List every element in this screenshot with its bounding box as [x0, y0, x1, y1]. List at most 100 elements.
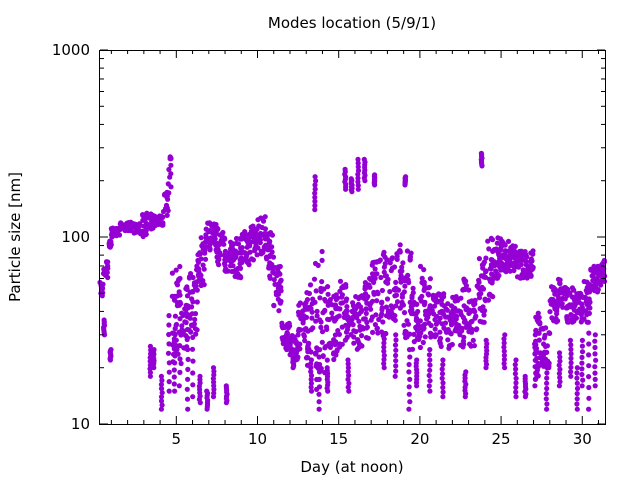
- chart-title: Modes location (5/9/1): [268, 14, 436, 32]
- data-point: [334, 348, 340, 354]
- data-point: [586, 374, 592, 380]
- data-point: [190, 382, 196, 388]
- data-point: [501, 344, 507, 350]
- data-point: [431, 332, 438, 338]
- data-point: [427, 357, 433, 363]
- data-point: [381, 340, 387, 346]
- data-point: [369, 271, 376, 277]
- data-point: [419, 275, 425, 281]
- data-point: [312, 203, 318, 209]
- data-point: [554, 311, 560, 317]
- data-point: [393, 337, 399, 343]
- data-point: [216, 262, 222, 268]
- data-point: [312, 174, 318, 180]
- data-point: [251, 239, 257, 245]
- data-point: [202, 256, 209, 262]
- data-point: [353, 294, 359, 300]
- data-point: [201, 266, 207, 272]
- data-point: [591, 263, 597, 269]
- data-point: [579, 317, 586, 323]
- data-point: [505, 238, 512, 244]
- data-point: [356, 318, 362, 324]
- data-point: [378, 313, 384, 319]
- data-point: [381, 264, 387, 270]
- data-point: [489, 280, 495, 286]
- data-point: [235, 241, 242, 247]
- data-point: [158, 219, 164, 226]
- data-point: [302, 338, 308, 344]
- data-point: [374, 326, 380, 332]
- data-point: [555, 276, 562, 282]
- data-point: [128, 225, 134, 231]
- data-point: [324, 365, 330, 371]
- data-point: [355, 175, 361, 181]
- data-point: [107, 243, 113, 249]
- data-point: [317, 295, 323, 301]
- data-point: [424, 316, 430, 322]
- data-point: [355, 186, 361, 192]
- data-point: [417, 325, 423, 331]
- data-point: [573, 300, 580, 306]
- data-point: [445, 301, 451, 307]
- data-point: [391, 264, 398, 270]
- data-point: [284, 346, 290, 353]
- data-point: [427, 362, 433, 368]
- data-point: [197, 373, 203, 379]
- data-point: [420, 339, 426, 346]
- data-point: [556, 362, 562, 368]
- data-point: [173, 322, 179, 328]
- data-point: [527, 259, 534, 265]
- data-point: [185, 356, 191, 362]
- data-point: [345, 314, 351, 320]
- data-point: [284, 330, 290, 336]
- data-point: [501, 336, 507, 342]
- data-point: [99, 293, 105, 299]
- data-point: [176, 329, 182, 335]
- data-point: [437, 335, 444, 341]
- data-point: [190, 334, 196, 340]
- data-point: [393, 332, 399, 338]
- data-point: [594, 289, 601, 295]
- data-point: [568, 369, 574, 375]
- data-point: [313, 178, 319, 184]
- data-point: [384, 296, 391, 302]
- data-point: [171, 374, 177, 380]
- data-point: [512, 362, 518, 368]
- data-point: [222, 268, 228, 274]
- data-point: [300, 308, 306, 314]
- data-point: [276, 270, 282, 276]
- data-point: [499, 264, 505, 270]
- data-point: [355, 156, 361, 162]
- data-point: [407, 354, 413, 360]
- data-point: [312, 207, 318, 213]
- data-point: [221, 241, 227, 247]
- data-point: [513, 384, 519, 391]
- data-point: [168, 162, 174, 168]
- data-point: [592, 344, 598, 351]
- data-point: [409, 307, 415, 313]
- data-point: [174, 282, 181, 288]
- data-point: [401, 322, 407, 328]
- data-point: [564, 314, 570, 320]
- data-point: [216, 256, 222, 262]
- data-point: [355, 303, 361, 309]
- data-point: [166, 331, 172, 338]
- data-point: [325, 284, 331, 290]
- data-point: [312, 182, 318, 188]
- data-point: [405, 321, 412, 327]
- data-point: [345, 365, 351, 371]
- data-point: [355, 160, 361, 166]
- data-point: [369, 298, 376, 304]
- data-point: [571, 307, 578, 313]
- data-point: [507, 268, 513, 274]
- data-point: [580, 377, 586, 383]
- data-point: [440, 389, 446, 395]
- data-point: [411, 331, 417, 337]
- data-point: [585, 319, 592, 325]
- data-point: [267, 273, 273, 279]
- data-point: [178, 360, 184, 367]
- data-point: [463, 369, 469, 375]
- data-point: [316, 369, 323, 375]
- data-point: [350, 322, 356, 328]
- data-point: [176, 383, 182, 389]
